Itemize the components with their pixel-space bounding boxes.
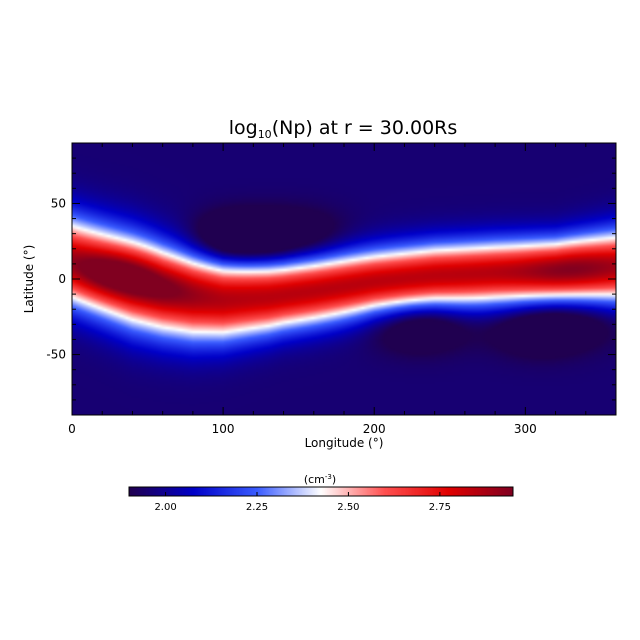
colorbar xyxy=(129,487,513,496)
colorbar-label-prefix: (cm xyxy=(304,473,325,486)
chart-title: log10(Np) at r = 30.00Rs xyxy=(229,117,458,141)
y-axis-label: Latitude (°) xyxy=(22,245,36,314)
x-tick-label: 200 xyxy=(363,422,386,436)
colorbar-frame xyxy=(128,486,514,497)
svg-text:log10(Np) at r = 30.00Rs: log10(Np) at r = 30.00Rs xyxy=(229,117,458,141)
colorbar-label-suffix: ) xyxy=(332,473,336,486)
heatmap-plot-area xyxy=(72,143,616,415)
colorbar-tick-label: 2.00 xyxy=(154,502,176,513)
title-prefix: log xyxy=(229,117,258,139)
colorbar-tick-label: 2.25 xyxy=(246,502,268,513)
colorbar-tick-label: 2.75 xyxy=(429,502,451,513)
x-tick-label: 300 xyxy=(514,422,537,436)
x-axis-label: Longitude (°) xyxy=(305,436,384,450)
y-tick-label: -50 xyxy=(46,348,66,362)
y-tick-label: 0 xyxy=(58,272,66,286)
colorbar-label: (cm-3) xyxy=(304,473,336,486)
x-tick-label: 100 xyxy=(212,422,235,436)
colorbar-ticks: 2.00 2.25 2.50 2.75 xyxy=(154,492,451,513)
svg-text:(cm-3): (cm-3) xyxy=(304,473,336,486)
colorbar-tick-label: 2.50 xyxy=(337,502,359,513)
y-tick-label: 50 xyxy=(51,196,66,210)
title-subscript: 10 xyxy=(258,128,272,141)
colorbar-label-superscript: -3 xyxy=(325,473,332,481)
x-tick-label: 0 xyxy=(68,422,76,436)
title-suffix: (Np) at r = 30.00Rs xyxy=(272,117,458,139)
x-axis-ticks: 0 100 200 300 xyxy=(68,143,617,436)
y-axis-ticks: 50 0 -50 xyxy=(46,142,616,416)
